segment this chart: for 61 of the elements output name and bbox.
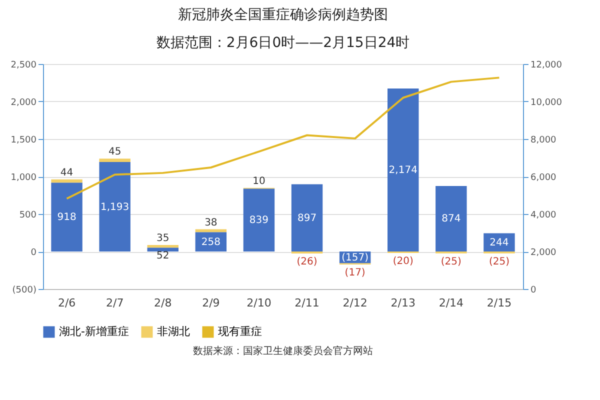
data-label: 244	[490, 237, 509, 248]
data-label: 897	[297, 212, 317, 224]
y2-tick-label: 6,000	[530, 173, 557, 183]
bar	[484, 233, 515, 252]
data-label: (157)	[342, 252, 369, 264]
legend-label: 现有重症	[218, 325, 262, 338]
y2-tick-label: 4,000	[530, 210, 557, 220]
bar	[388, 88, 419, 252]
data-label: 38	[204, 217, 218, 228]
data-label: 35	[156, 232, 170, 244]
bar	[51, 182, 82, 252]
data-label: (25)	[440, 256, 462, 268]
y-tick-label: 1,000	[10, 173, 37, 183]
bar	[99, 158, 130, 162]
data-label: 258	[201, 236, 220, 248]
bar	[51, 179, 82, 183]
x-tick-label: 2/11	[294, 296, 320, 310]
data-label: (20)	[392, 256, 414, 267]
data-label: 44	[60, 167, 74, 178]
chart-title: 新冠肺炎全国重症确诊病例趋势图	[178, 7, 388, 23]
bar	[99, 162, 130, 252]
y-tick-label: (500)	[12, 286, 36, 296]
bar	[147, 244, 178, 248]
data-label: 2,174	[388, 164, 418, 176]
bar	[291, 184, 323, 252]
x-tick-label: 2/10	[246, 296, 272, 310]
y-tick-label: 2,500	[10, 60, 37, 70]
legend-label: 湖北-新增重症	[59, 325, 129, 338]
y2-tick-label: 2,000	[530, 248, 557, 258]
bar	[243, 188, 275, 252]
data-label: (26)	[296, 256, 318, 268]
y2-tick-label: 8,000	[530, 136, 557, 146]
data-label: 839	[249, 215, 269, 226]
x-tick-label: 2/15	[486, 296, 512, 310]
bar	[436, 186, 467, 252]
x-tick-label: 2/12	[342, 296, 368, 310]
x-tick-label: 2/9	[202, 296, 220, 310]
chart-subtitle: 数据范围：2月6日0时——2月15日24时	[156, 35, 410, 51]
x-tick-label: 2/13	[390, 296, 416, 310]
y2-tick-label: 10,000	[530, 98, 562, 108]
y-tick-label: 500	[19, 210, 37, 220]
x-tick-label: 2/14	[438, 296, 464, 310]
bar	[147, 248, 178, 252]
y2-tick-label: 12,000	[530, 60, 562, 70]
x-tick-label: 2/8	[154, 296, 172, 310]
data-label: 52	[156, 250, 170, 262]
source-note: 数据来源：国家卫生健康委员会官方网站	[193, 345, 373, 357]
y-tick-label: 0	[30, 248, 37, 258]
data-label: (17)	[344, 268, 366, 279]
y-tick-label: 2,000	[10, 98, 37, 108]
data-label: 10	[252, 176, 266, 187]
y2-tick-label: 0	[530, 286, 536, 296]
x-tick-label: 2/7	[106, 296, 124, 310]
legend-label: 非湖北	[157, 325, 190, 338]
data-label: (25)	[488, 256, 510, 268]
data-label: 918	[57, 212, 76, 224]
data-label: 874	[442, 214, 461, 225]
data-label: 45	[108, 146, 122, 158]
data-label: 1,193	[100, 202, 130, 213]
y-tick-label: 1,500	[10, 136, 37, 146]
x-tick-label: 2/6	[58, 296, 76, 310]
